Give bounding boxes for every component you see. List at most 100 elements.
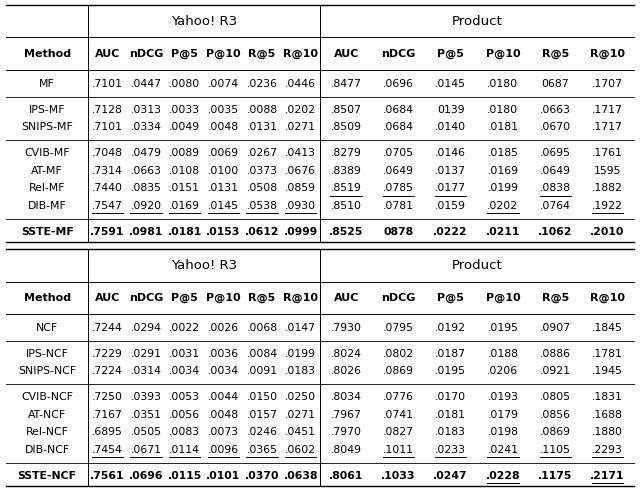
Text: .0370: .0370	[244, 471, 279, 481]
Text: .0202: .0202	[488, 201, 518, 211]
Text: P@10: P@10	[206, 293, 241, 303]
Text: Method: Method	[24, 293, 71, 303]
Text: .0999: .0999	[284, 227, 318, 237]
Text: R@5: R@5	[248, 49, 276, 59]
Text: .0157: .0157	[246, 410, 278, 420]
Text: .0195: .0195	[488, 323, 518, 333]
Text: .0649: .0649	[383, 166, 414, 176]
Text: .0805: .0805	[540, 392, 571, 402]
Text: .1033: .1033	[381, 471, 415, 481]
Text: .0222: .0222	[433, 227, 468, 237]
Text: .7314: .7314	[92, 166, 123, 176]
Text: .0140: .0140	[435, 122, 466, 132]
Text: .0170: .0170	[435, 392, 466, 402]
Text: .0022: .0022	[169, 323, 200, 333]
Text: .1011: .1011	[383, 445, 414, 455]
Text: .8061: .8061	[329, 471, 364, 481]
Text: P@10: P@10	[486, 293, 520, 303]
Text: .0921: .0921	[540, 366, 571, 376]
Text: P@10: P@10	[206, 49, 241, 59]
Text: .0084: .0084	[246, 349, 278, 359]
Text: .7250: .7250	[92, 392, 123, 402]
Text: NCF: NCF	[36, 323, 58, 333]
Text: .8034: .8034	[331, 392, 362, 402]
Text: .0365: .0365	[246, 445, 278, 455]
Text: R@10: R@10	[590, 293, 625, 303]
Text: .0856: .0856	[540, 410, 571, 420]
Text: .0048: .0048	[208, 122, 239, 132]
Text: .1880: .1880	[592, 427, 623, 437]
Text: P@5: P@5	[171, 293, 198, 303]
Text: .0930: .0930	[285, 201, 316, 211]
Text: .0649: .0649	[540, 166, 571, 176]
Text: Method: Method	[24, 49, 71, 59]
Text: .0247: .0247	[433, 471, 468, 481]
Text: .0314: .0314	[131, 366, 161, 376]
Text: .0083: .0083	[169, 427, 200, 437]
Text: .0034: .0034	[208, 366, 239, 376]
Text: .2010: .2010	[590, 227, 625, 237]
Text: IPS-MF: IPS-MF	[29, 105, 65, 115]
Text: nDCG: nDCG	[129, 293, 163, 303]
Text: AUC: AUC	[333, 293, 359, 303]
Text: .0202: .0202	[285, 105, 316, 115]
Text: .0705: .0705	[383, 148, 414, 158]
Text: .8477: .8477	[331, 79, 362, 89]
Text: IPS-NCF: IPS-NCF	[26, 349, 68, 359]
Text: .1707: .1707	[592, 79, 623, 89]
Text: .0053: .0053	[169, 392, 200, 402]
Text: .7244: .7244	[92, 323, 123, 333]
Text: .0185: .0185	[488, 148, 518, 158]
Text: .0869: .0869	[540, 427, 571, 437]
Text: .0663: .0663	[131, 166, 161, 176]
Text: .0663: .0663	[540, 105, 571, 115]
Text: .0446: .0446	[285, 79, 316, 89]
Text: .0114: .0114	[169, 445, 200, 455]
Text: .1761: .1761	[592, 148, 623, 158]
Text: .0080: .0080	[169, 79, 200, 89]
Text: .6895: .6895	[92, 427, 123, 437]
Text: .0508: .0508	[246, 183, 278, 193]
Text: .0036: .0036	[208, 349, 239, 359]
Text: .8024: .8024	[331, 349, 362, 359]
Text: DIB-NCF: DIB-NCF	[24, 445, 70, 455]
Text: .0250: .0250	[285, 392, 316, 402]
Text: .0169: .0169	[169, 201, 200, 211]
Text: .0180: .0180	[488, 105, 518, 115]
Text: .0271: .0271	[285, 410, 316, 420]
Text: .1717: .1717	[592, 122, 623, 132]
Text: .0670: .0670	[540, 122, 571, 132]
Text: .0089: .0089	[169, 148, 200, 158]
Text: .1717: .1717	[592, 105, 623, 115]
Text: .1688: .1688	[592, 410, 623, 420]
Text: .8509: .8509	[331, 122, 362, 132]
Text: .0907: .0907	[540, 323, 571, 333]
Text: .0199: .0199	[285, 349, 316, 359]
Text: Yahoo! R3: Yahoo! R3	[171, 259, 237, 272]
Text: .0131: .0131	[246, 122, 278, 132]
Text: .0035: .0035	[208, 105, 239, 115]
Text: .7167: .7167	[92, 410, 123, 420]
Text: .0859: .0859	[285, 183, 316, 193]
Text: .7224: .7224	[92, 366, 123, 376]
Text: .0198: .0198	[488, 427, 518, 437]
Text: .0183: .0183	[285, 366, 316, 376]
Text: .0115: .0115	[168, 471, 202, 481]
Text: .0044: .0044	[208, 392, 239, 402]
Text: .0981: .0981	[129, 227, 163, 237]
Text: .0228: .0228	[486, 471, 520, 481]
Text: .8525: .8525	[329, 227, 364, 237]
Text: .0100: .0100	[208, 166, 239, 176]
Text: CVIB-MF: CVIB-MF	[24, 148, 70, 158]
Text: .0048: .0048	[208, 410, 239, 420]
Text: .1175: .1175	[538, 471, 572, 481]
Text: .0696: .0696	[129, 471, 163, 481]
Text: SSTE-MF: SSTE-MF	[20, 227, 74, 237]
Text: .7229: .7229	[92, 349, 123, 359]
Text: AT-MF: AT-MF	[31, 166, 63, 176]
Text: .0069: .0069	[208, 148, 239, 158]
Text: .0838: .0838	[540, 183, 571, 193]
Text: .1845: .1845	[592, 323, 623, 333]
Text: .0145: .0145	[435, 79, 466, 89]
Text: .0827: .0827	[383, 427, 414, 437]
